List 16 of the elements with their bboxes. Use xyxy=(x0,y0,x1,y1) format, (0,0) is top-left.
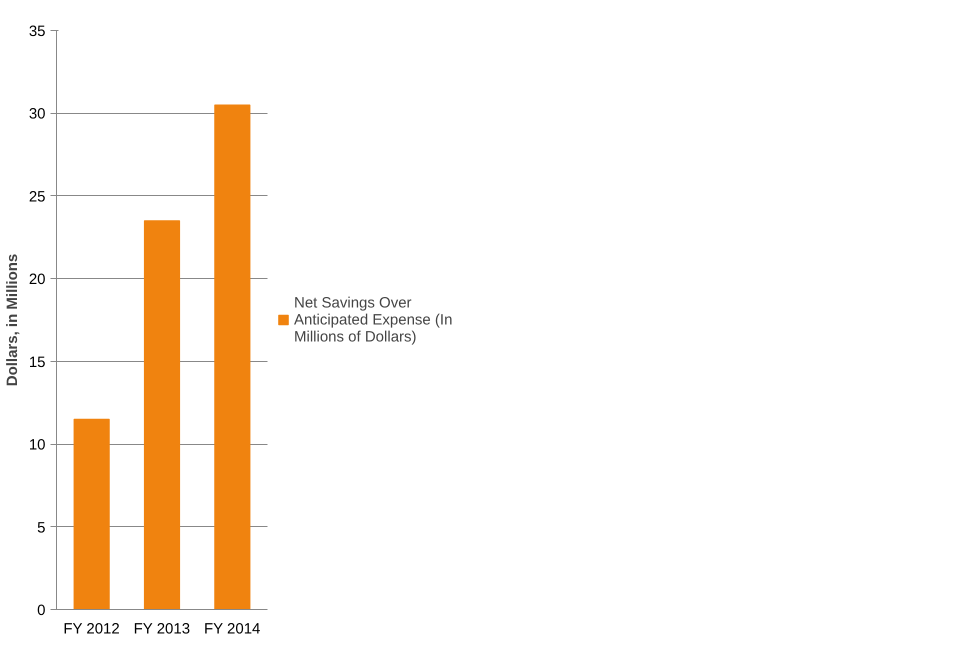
bar xyxy=(214,104,250,610)
bar xyxy=(74,418,110,610)
x-tick-label: FY 2014 xyxy=(204,620,260,638)
y-tick-label: 0 xyxy=(37,602,46,619)
x-tick-label: FY 2012 xyxy=(63,620,120,638)
y-tick-label: 25 xyxy=(28,188,46,206)
x-tick-label: FY 2013 xyxy=(134,620,190,638)
y-tick-label: 35 xyxy=(28,23,46,40)
y-tick-label: 5 xyxy=(37,519,46,536)
y-tick-label: 20 xyxy=(28,271,46,288)
y-tick-label: 10 xyxy=(28,436,46,454)
y-tick-label: 30 xyxy=(28,106,46,123)
legend-label: Net Savings Over Anticipated Expense (In Millions of Dollars) xyxy=(294,294,452,345)
y-axis-title: Dollars, in Millions xyxy=(4,254,21,386)
bar xyxy=(144,220,180,610)
y-tick-label: 15 xyxy=(28,354,46,371)
